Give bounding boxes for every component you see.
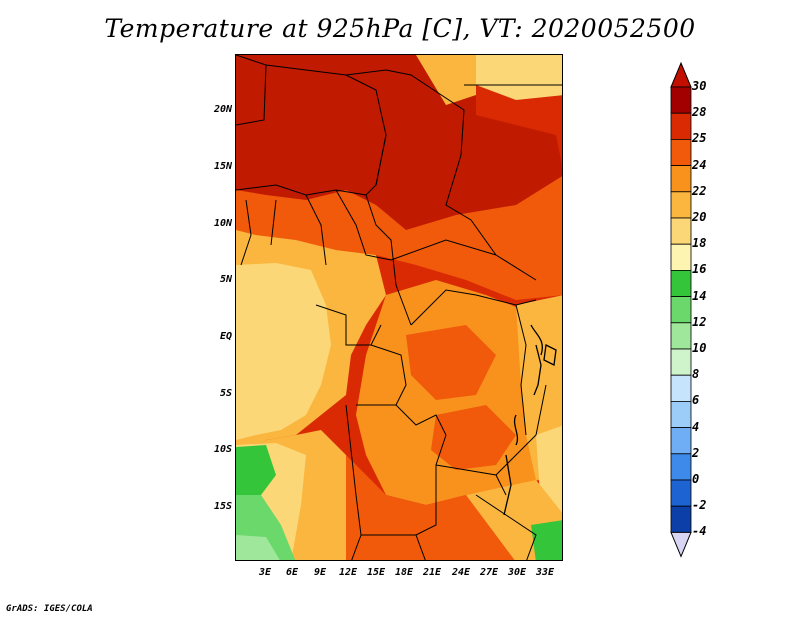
colorbar-tick-label: 22 — [692, 183, 707, 198]
colorbar-segment — [670, 112, 692, 140]
colorbar-segment — [670, 505, 692, 533]
north-mild-region — [456, 55, 562, 100]
colorbar-segment — [670, 217, 692, 245]
colorbar-tick-label: 4 — [692, 419, 700, 434]
southern-hot-region — [346, 455, 516, 560]
colorbar-tick-label: 6 — [692, 393, 700, 408]
colorbar-tick-label: 25 — [692, 131, 707, 146]
basin-hot-patch — [406, 325, 496, 400]
chart-title: Temperature at 925hPa [C], VT: 202005250… — [104, 14, 696, 43]
colorbar-segment — [670, 348, 692, 376]
southeast-green-region — [531, 520, 562, 560]
lon-label: 12E — [338, 567, 358, 578]
lon-label: 30E — [507, 567, 527, 578]
colorbar-tick-label: 28 — [692, 105, 707, 120]
lon-label: 6E — [285, 567, 299, 578]
colorbar-segment — [670, 191, 692, 219]
colorbar-segment — [670, 86, 692, 114]
lon-label: 21E — [422, 567, 442, 578]
colorbar-tick-label: 0 — [692, 472, 700, 486]
lon-label: 24E — [451, 567, 471, 578]
north-warm-region — [416, 55, 476, 105]
lon-label: 18E — [394, 567, 414, 578]
colorbar-tick-label: 18 — [692, 236, 707, 251]
southwest-palegreen-region — [236, 535, 280, 560]
lat-label: 15N — [213, 161, 232, 172]
colorbar-segment — [670, 479, 692, 507]
basin-hot-patch — [431, 405, 516, 470]
lat-label: 10N — [213, 218, 232, 229]
temperature-map — [235, 54, 563, 561]
colorbar-tick-label: 16 — [692, 262, 707, 277]
lat-label: EQ — [219, 331, 232, 342]
colorbar-top-arrow — [670, 61, 692, 88]
map-canvas — [236, 55, 562, 560]
lakes-and-coast — [503, 324, 557, 516]
colorbar-tick-label: -2 — [692, 498, 707, 513]
lat-label: 5S — [219, 388, 232, 399]
colorbar-tick-label: 10 — [692, 341, 707, 355]
credit-text: GrADS: IGES/COLA — [6, 604, 93, 614]
southwest-green-region — [236, 445, 276, 495]
colorbar-segment — [670, 296, 692, 324]
central-orange-band — [236, 176, 562, 300]
colorbar-tick-label: 30 — [692, 79, 707, 93]
colorbar-tick-label: 14 — [692, 288, 707, 303]
colorbar-tick-label: 24 — [692, 157, 707, 172]
lat-label: 15S — [213, 501, 232, 512]
colorbar-segment — [670, 453, 692, 481]
colorbar-segment — [670, 139, 692, 167]
colorbar-segment — [670, 165, 692, 193]
colorbar-segment — [670, 243, 692, 271]
lon-label: 27E — [479, 567, 499, 578]
colorbar-tick-label: 2 — [692, 445, 700, 460]
colorbar-segment — [670, 374, 692, 402]
colorbar — [670, 61, 692, 558]
sahel-hot-region — [236, 55, 562, 230]
lat-label: 10S — [213, 444, 232, 455]
colorbar-tick-label: 20 — [692, 210, 707, 224]
lon-label: 3E — [258, 567, 272, 578]
colorbar-tick-label: 12 — [692, 314, 707, 329]
colorbar-segment — [670, 322, 692, 350]
colorbar-segment — [670, 427, 692, 455]
lon-label: 9E — [313, 567, 327, 578]
atlantic-pale-region — [236, 263, 331, 440]
lon-label: 33E — [535, 567, 555, 578]
colorbar-segment — [670, 400, 692, 428]
colorbar-bottom-arrow — [670, 531, 692, 558]
colorbar-tick-label: 8 — [692, 367, 700, 382]
lat-label: 5N — [219, 274, 232, 285]
lon-label: 15E — [366, 567, 386, 578]
colorbar-segment — [670, 269, 692, 297]
country-borders — [236, 55, 562, 560]
colorbar-tick-label: -4 — [692, 524, 707, 539]
lat-label: 20N — [213, 104, 232, 115]
